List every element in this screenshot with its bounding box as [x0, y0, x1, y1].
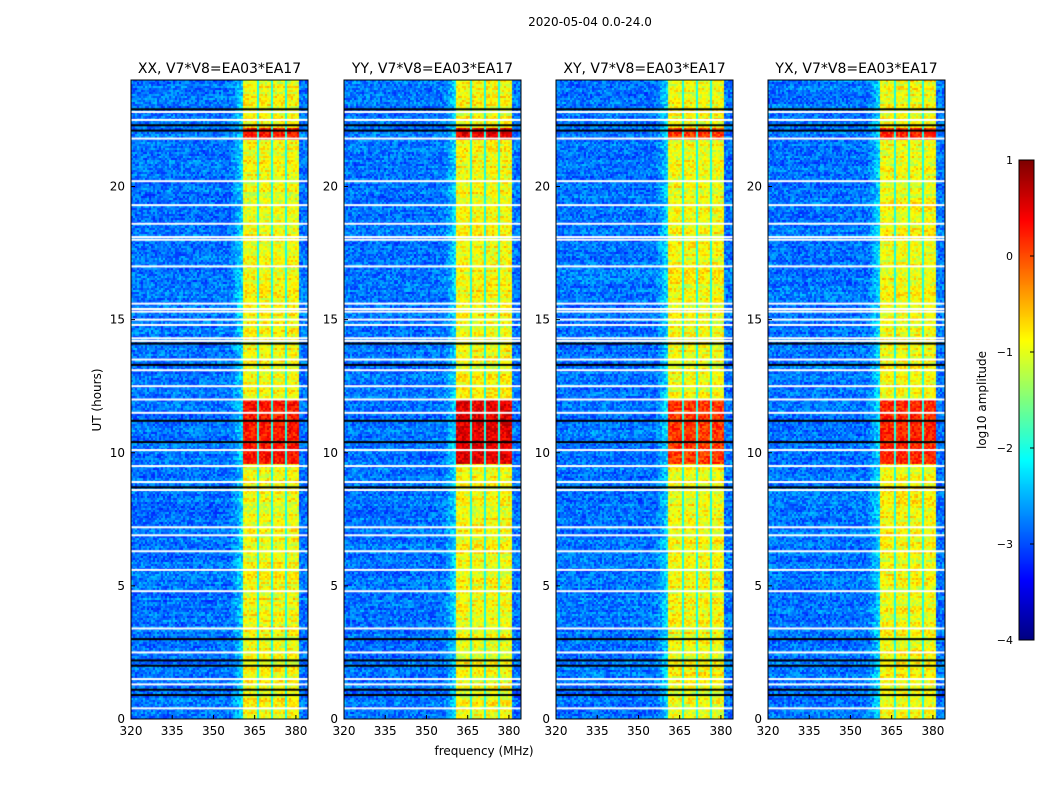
x-tick-label: 350 — [839, 724, 862, 738]
y-tick-label: 15 — [110, 313, 125, 327]
x-tick-label: 320 — [120, 724, 143, 738]
y-tick-label: 5 — [330, 579, 338, 593]
x-tick-label: 335 — [586, 724, 609, 738]
y-tick-label: 10 — [323, 446, 338, 460]
x-tick-label: 380 — [284, 724, 307, 738]
colorbar-tick-label: −4 — [997, 634, 1013, 647]
heatmap-panel-1 — [131, 80, 308, 719]
colorbar-label: log10 amplitude — [975, 351, 989, 449]
x-tick-label: 335 — [161, 724, 184, 738]
y-tick-label: 0 — [330, 712, 338, 726]
y-tick-label: 10 — [110, 446, 125, 460]
colorbar-tick-label: 1 — [1006, 154, 1013, 167]
figure-suptitle: 2020-05-04 0.0-24.0 — [528, 15, 652, 29]
y-tick-label: 5 — [542, 579, 550, 593]
y-tick-label: 20 — [110, 180, 125, 194]
y-tick-label: 20 — [323, 180, 338, 194]
x-tick-label: 380 — [497, 724, 520, 738]
x-tick-label: 380 — [709, 724, 732, 738]
panel-title-4: YX, V7*V8=EA03*EA17 — [774, 61, 937, 77]
x-tick-label: 320 — [545, 724, 568, 738]
colorbar — [1019, 160, 1034, 640]
colorbar-frame — [1018, 159, 1035, 641]
y-tick-label: 5 — [754, 579, 762, 593]
y-tick-label: 0 — [754, 712, 762, 726]
colorbar-tick-label: 0 — [1006, 250, 1013, 263]
x-tick-label: 380 — [921, 724, 944, 738]
x-tick-label: 365 — [456, 724, 479, 738]
x-tick-label: 350 — [415, 724, 438, 738]
y-tick-label: 10 — [535, 446, 550, 460]
y-tick-label: 20 — [747, 180, 762, 194]
panel-title-2: YY, V7*V8=EA03*EA17 — [351, 61, 513, 77]
heatmap-panel-2 — [344, 80, 521, 719]
y-tick-label: 10 — [747, 446, 762, 460]
panel-frame-1 — [130, 79, 309, 720]
colorbar-tick-label: −2 — [997, 442, 1013, 455]
y-tick-label: 15 — [323, 313, 338, 327]
x-tick-label: 365 — [668, 724, 691, 738]
y-tick-label: 15 — [747, 313, 762, 327]
y-tick-label: 15 — [535, 313, 550, 327]
x-tick-label: 335 — [798, 724, 821, 738]
y-axis-label: UT (hours) — [90, 368, 104, 431]
y-tick-label: 5 — [117, 579, 125, 593]
y-tick-label: 20 — [535, 180, 550, 194]
y-tick-label: 0 — [117, 712, 125, 726]
heatmap-panel-4 — [768, 80, 945, 719]
y-tick-label: 0 — [542, 712, 550, 726]
x-tick-label: 365 — [880, 724, 903, 738]
x-axis-label: frequency (MHz) — [434, 744, 533, 758]
panel-title-3: XY, V7*V8=EA03*EA17 — [563, 61, 725, 77]
colorbar-tick-label: −1 — [997, 346, 1013, 359]
panel-frame-3 — [555, 79, 734, 720]
heatmap-panel-3 — [556, 80, 733, 719]
x-tick-label: 320 — [333, 724, 356, 738]
x-tick-label: 350 — [627, 724, 650, 738]
x-tick-label: 365 — [243, 724, 266, 738]
colorbar-tick-label: −3 — [997, 538, 1013, 551]
panel-frame-2 — [343, 79, 522, 720]
panel-frame-4 — [767, 79, 946, 720]
x-tick-label: 350 — [202, 724, 225, 738]
panel-title-1: XX, V7*V8=EA03*EA17 — [138, 61, 301, 77]
x-tick-label: 320 — [757, 724, 780, 738]
x-tick-label: 335 — [374, 724, 397, 738]
